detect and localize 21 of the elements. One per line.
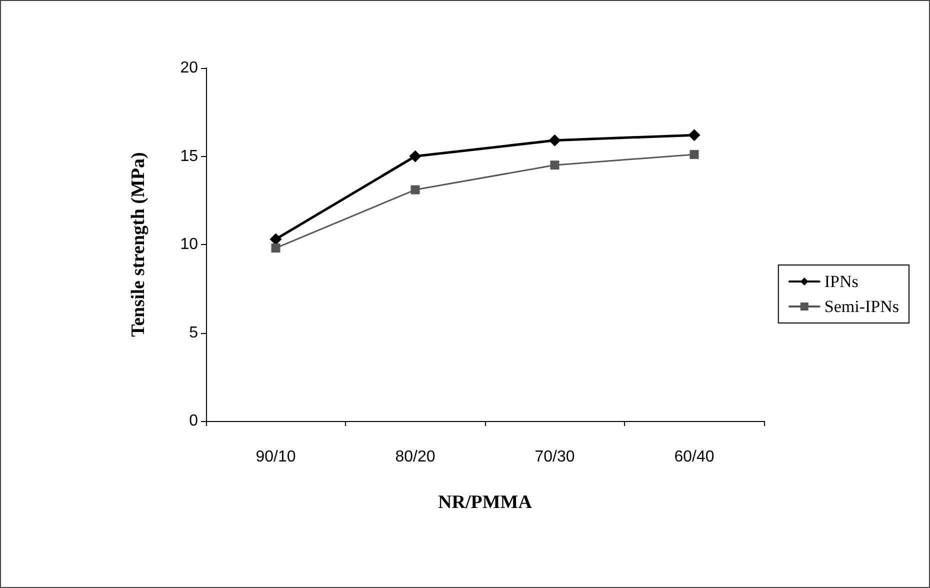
- legend-label: Semi-IPNs: [824, 297, 900, 316]
- point: [409, 150, 422, 162]
- y-tick-label: 0: [189, 412, 198, 430]
- point: [410, 185, 420, 194]
- point: [270, 233, 282, 246]
- point: [271, 244, 280, 253]
- y-tick-label: 10: [180, 236, 198, 253]
- y-axis-title: Tensile strength (MPa): [128, 152, 149, 337]
- x-tick-label: 90/10: [256, 448, 296, 466]
- point: [688, 129, 700, 142]
- y-tick-label: 20: [180, 60, 198, 76]
- y-tick-label: 5: [189, 324, 198, 342]
- x-tick-label: 70/30: [534, 448, 575, 466]
- x-tick-label: 60/40: [674, 448, 714, 466]
- point: [690, 150, 699, 159]
- x-axis-title: NR/PMMA: [438, 492, 532, 513]
- x-tick-label: 80/20: [395, 448, 436, 466]
- point: [550, 160, 560, 170]
- point: [548, 134, 561, 146]
- legend-label: IPNs: [824, 272, 858, 291]
- y-tick-label: 15: [180, 148, 198, 165]
